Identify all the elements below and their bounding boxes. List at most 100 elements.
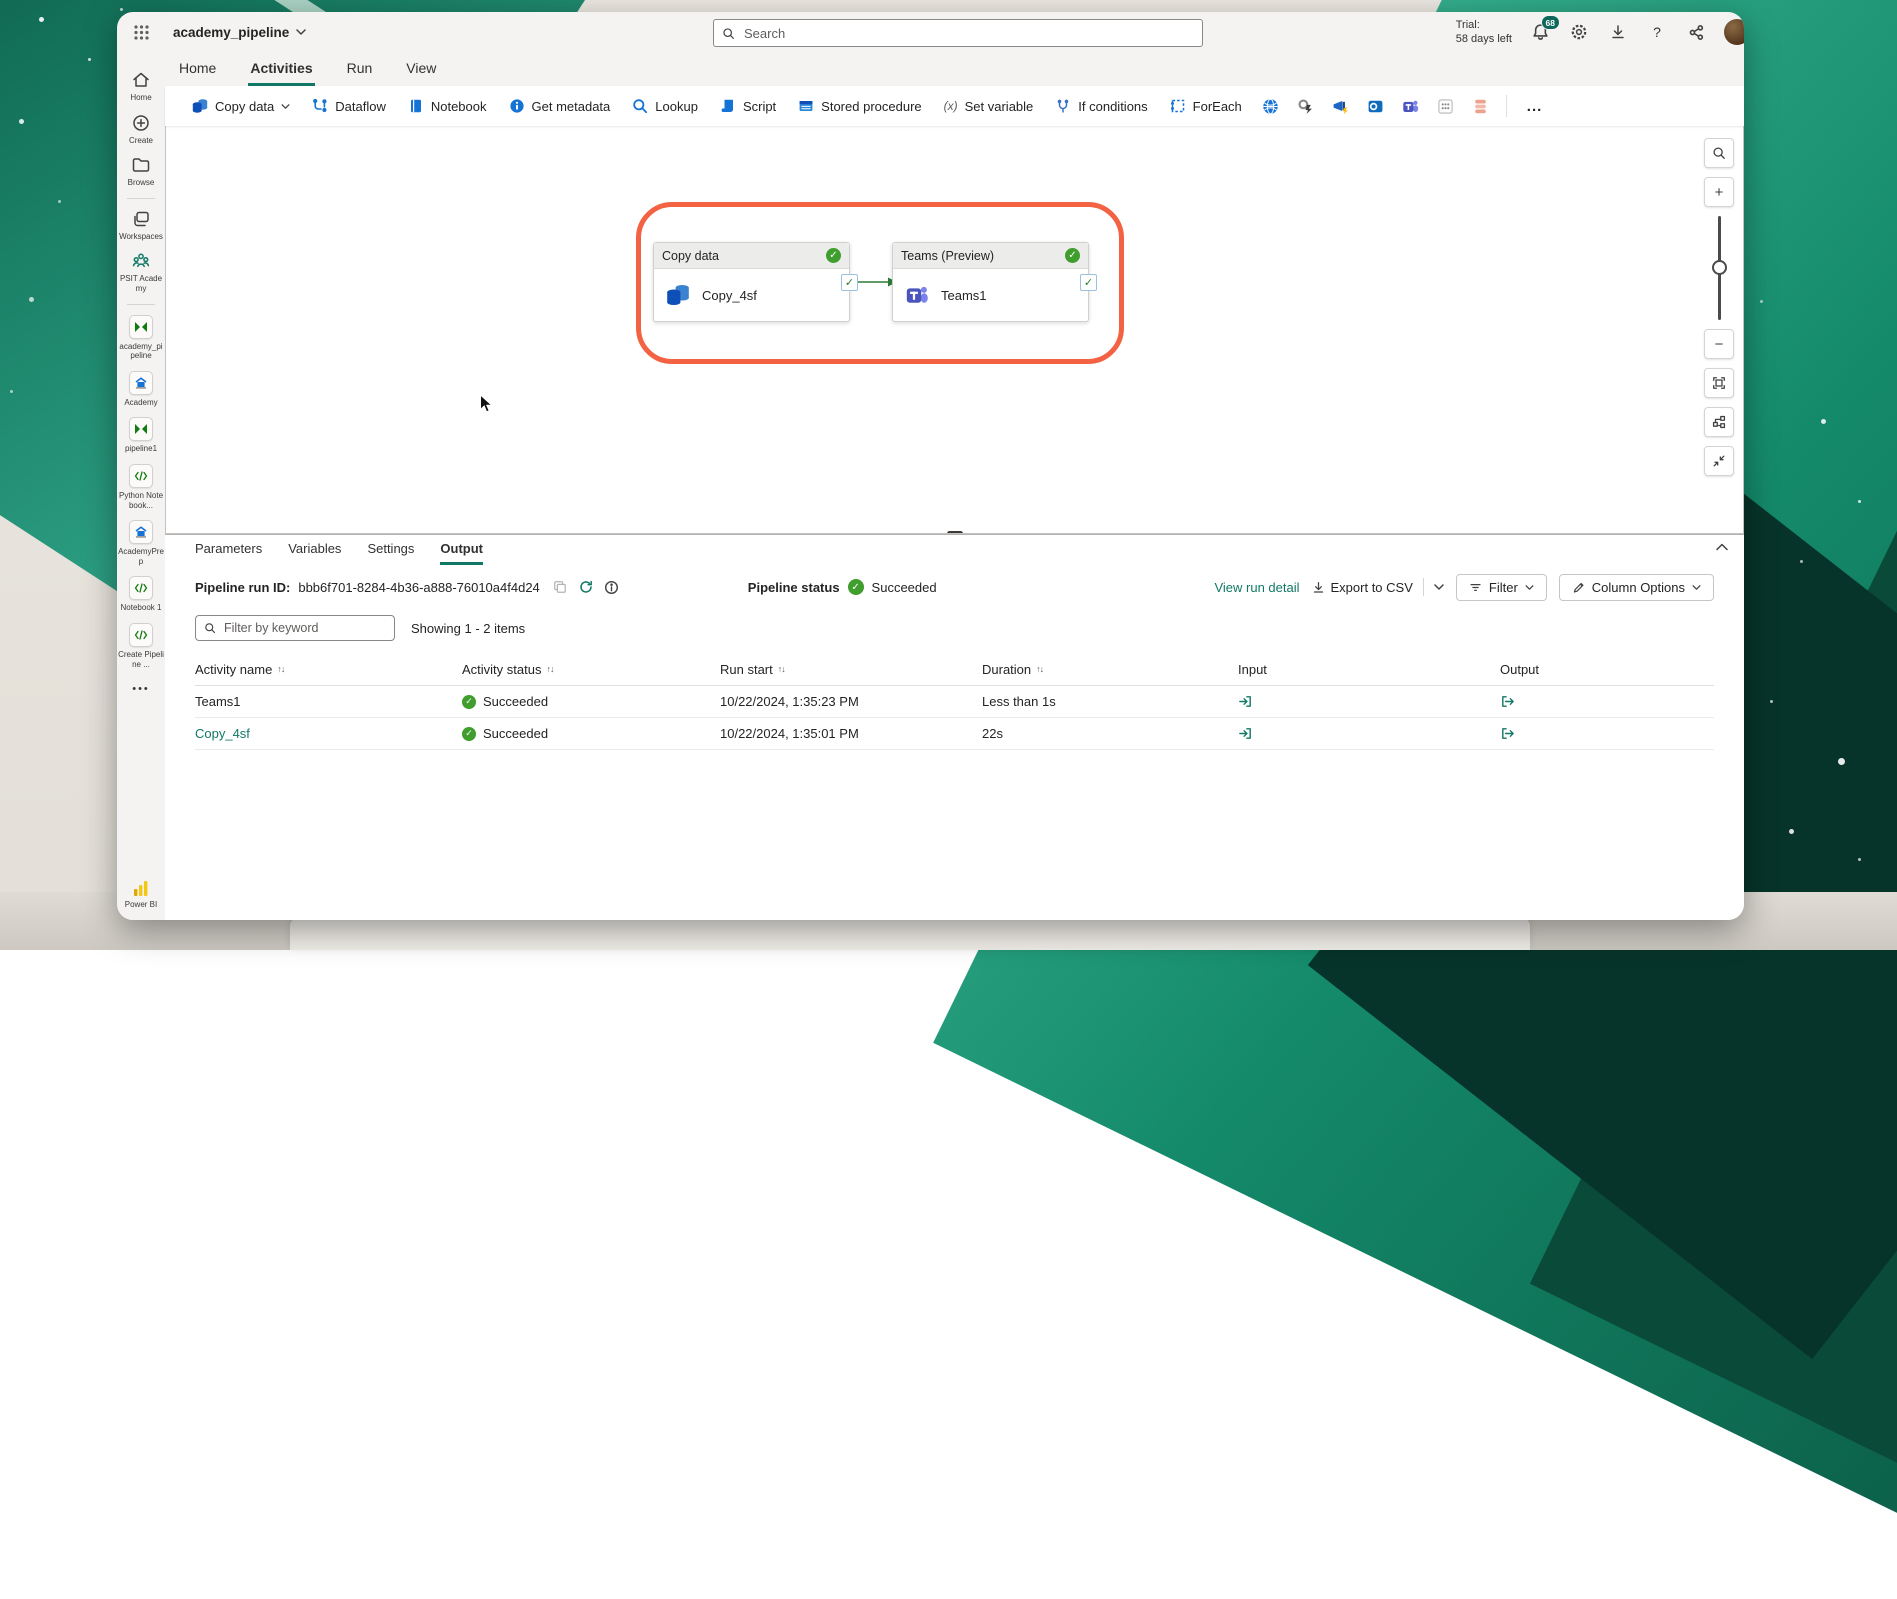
nav-item-psit-academy[interactable]: PSIT Academy <box>118 251 164 293</box>
collapse-panel-button[interactable] <box>1716 543 1728 551</box>
run-id-value: bbb6f701-8284-4b36-a888-76010a4f4d24 <box>298 580 539 595</box>
search-field[interactable] <box>742 25 1194 42</box>
activity-lookup-button[interactable]: Lookup <box>623 93 707 119</box>
input-icon <box>1238 694 1253 709</box>
tab-view[interactable]: View <box>404 56 438 86</box>
nav-item-create-pipeline[interactable]: Create Pipeline ... <box>118 623 164 669</box>
nav-item-notebook1[interactable]: Notebook 1 <box>118 576 164 613</box>
activity-announcement-button[interactable] <box>1325 93 1356 120</box>
fit-to-screen-button[interactable] <box>1704 368 1734 398</box>
col-output: Output <box>1500 662 1714 677</box>
gear-icon <box>1570 23 1588 41</box>
run-info-button[interactable] <box>602 577 622 597</box>
nav-item-python-notebook[interactable]: Python Notebook... <box>118 464 164 510</box>
share-button[interactable] <box>1685 21 1707 43</box>
create-plus-icon <box>131 113 151 133</box>
app-launcher-button[interactable] <box>117 25 165 40</box>
zoom-slider-thumb[interactable] <box>1712 260 1727 275</box>
wallpaper-pedestal <box>290 918 1530 950</box>
rail-divider <box>127 198 155 199</box>
cell-output-button[interactable] <box>1500 694 1714 709</box>
pipeline-canvas[interactable]: Copy data ✓ Copy_4sf ✓ <box>165 126 1744 534</box>
activity-semantic-model-button[interactable] <box>1465 93 1496 120</box>
table-row[interactable]: Copy_4sf ✓ Succeeded 10/22/2024, 1:35:01… <box>195 718 1714 750</box>
user-avatar[interactable] <box>1724 19 1744 45</box>
activity-script-button[interactable]: Script <box>711 93 785 119</box>
global-search-input[interactable] <box>713 19 1203 47</box>
view-run-detail-link[interactable]: View run detail <box>1214 580 1299 595</box>
search-icon <box>722 27 735 40</box>
toolbar-more-button[interactable]: ... <box>1517 98 1553 115</box>
col-duration[interactable]: Duration↑↓ <box>982 662 1238 677</box>
column-options-button[interactable]: Column Options <box>1559 574 1714 601</box>
keyword-filter-field[interactable] <box>222 620 386 636</box>
workspaces-icon <box>131 209 151 229</box>
cell-input-button[interactable] <box>1238 726 1500 741</box>
activity-teams-button[interactable] <box>1395 93 1426 120</box>
nav-item-home[interactable]: Home <box>118 70 164 103</box>
nav-item-academy-pipeline[interactable]: academy_pipeline <box>118 315 164 361</box>
activity-set-variable-button[interactable]: (x) Set variable <box>935 94 1043 119</box>
activity-notebook-button[interactable]: Notebook <box>399 93 496 119</box>
notifications-button[interactable]: 68 <box>1529 21 1551 43</box>
cell-activity-name-link[interactable]: Copy_4sf <box>195 726 462 741</box>
toolbar-separator <box>1506 95 1507 117</box>
copy-run-id-button[interactable] <box>550 577 570 597</box>
cell-duration: 22s <box>982 726 1238 741</box>
node-copy-data-success-port[interactable]: ✓ <box>841 274 858 291</box>
zoom-slider[interactable] <box>1705 216 1733 320</box>
export-to-csv-button[interactable]: Export to CSV <box>1312 578 1444 596</box>
activity-stored-procedure-button[interactable]: Stored procedure <box>789 93 930 119</box>
filter-button[interactable]: Filter <box>1456 574 1547 601</box>
share-icon <box>1688 24 1705 41</box>
info-icon <box>604 580 619 595</box>
node-teams-success-port[interactable]: ✓ <box>1080 274 1097 291</box>
activity-dataflow-button[interactable]: Dataflow <box>303 93 395 119</box>
table-row[interactable]: Teams1 ✓ Succeeded 10/22/2024, 1:35:23 P… <box>195 686 1714 718</box>
auto-layout-button[interactable] <box>1704 407 1734 437</box>
tab-home[interactable]: Home <box>177 56 218 86</box>
downloads-button[interactable] <box>1607 21 1629 43</box>
chevron-down-icon <box>1434 584 1444 590</box>
tab-parameters[interactable]: Parameters <box>195 541 262 565</box>
nav-item-academyprep[interactable]: AcademyPrep <box>118 520 164 566</box>
rail-more-button[interactable]: ••• <box>132 683 150 695</box>
if-conditions-icon <box>1055 98 1071 114</box>
tab-output[interactable]: Output <box>440 541 483 565</box>
tab-variables[interactable]: Variables <box>288 541 341 565</box>
tab-run[interactable]: Run <box>345 56 375 86</box>
keyword-filter-input[interactable] <box>195 615 395 641</box>
nav-item-power-bi[interactable]: Power BI <box>118 879 164 910</box>
activity-invoke-pipeline-button[interactable] <box>1430 93 1461 120</box>
node-teams[interactable]: Teams (Preview) ✓ Teams1 <box>892 242 1089 322</box>
col-activity-name[interactable]: Activity name↑↓ <box>195 662 462 677</box>
col-activity-status[interactable]: Activity status↑↓ <box>462 662 720 677</box>
activity-copy-data-button[interactable]: Copy data <box>183 93 299 119</box>
tab-activities[interactable]: Activities <box>248 56 314 86</box>
pipeline-title-menu[interactable]: academy_pipeline <box>173 25 306 40</box>
settings-button[interactable] <box>1568 21 1590 43</box>
zoom-in-button[interactable]: + <box>1704 177 1734 207</box>
activity-if-conditions-button[interactable]: If conditions <box>1046 93 1156 119</box>
activity-get-metadata-button[interactable]: Get metadata <box>500 93 620 119</box>
help-button[interactable]: ? <box>1646 21 1668 43</box>
activity-webhook-button[interactable] <box>1290 93 1321 120</box>
zoom-out-button[interactable]: − <box>1704 329 1734 359</box>
rail-divider <box>127 304 155 305</box>
nav-item-browse[interactable]: Browse <box>118 155 164 188</box>
cell-input-button[interactable] <box>1238 694 1500 709</box>
refresh-button[interactable] <box>576 577 596 597</box>
activity-foreach-button[interactable]: ForEach <box>1161 93 1251 119</box>
cell-output-button[interactable] <box>1500 726 1714 741</box>
activity-web-button[interactable] <box>1255 93 1286 120</box>
collapse-canvas-button[interactable] <box>1704 446 1734 476</box>
nav-item-academy[interactable]: Academy <box>118 371 164 408</box>
col-run-start[interactable]: Run start↑↓ <box>720 662 982 677</box>
nav-item-workspaces[interactable]: Workspaces <box>118 209 164 242</box>
node-copy-data[interactable]: Copy data ✓ Copy_4sf <box>653 242 850 322</box>
tab-settings[interactable]: Settings <box>367 541 414 565</box>
activity-outlook-button[interactable] <box>1360 93 1391 120</box>
nav-item-pipeline1[interactable]: pipeline1 <box>118 417 164 454</box>
canvas-search-button[interactable] <box>1704 138 1734 168</box>
nav-item-create[interactable]: Create <box>118 113 164 146</box>
